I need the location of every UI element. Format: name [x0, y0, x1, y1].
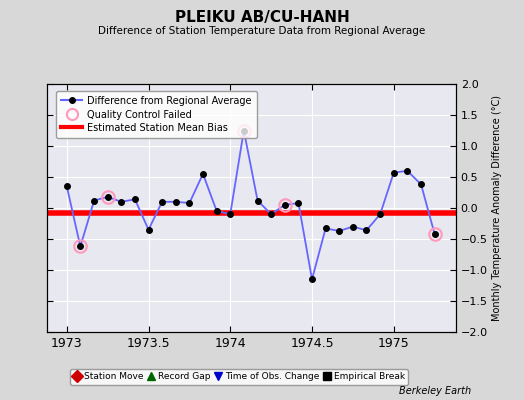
- Legend: Station Move, Record Gap, Time of Obs. Change, Empirical Break: Station Move, Record Gap, Time of Obs. C…: [70, 369, 408, 385]
- Text: Difference of Station Temperature Data from Regional Average: Difference of Station Temperature Data f…: [99, 26, 425, 36]
- Y-axis label: Monthly Temperature Anomaly Difference (°C): Monthly Temperature Anomaly Difference (…: [492, 95, 502, 321]
- Text: Berkeley Earth: Berkeley Earth: [399, 386, 472, 396]
- Text: PLEIKU AB/CU-HANH: PLEIKU AB/CU-HANH: [174, 10, 350, 25]
